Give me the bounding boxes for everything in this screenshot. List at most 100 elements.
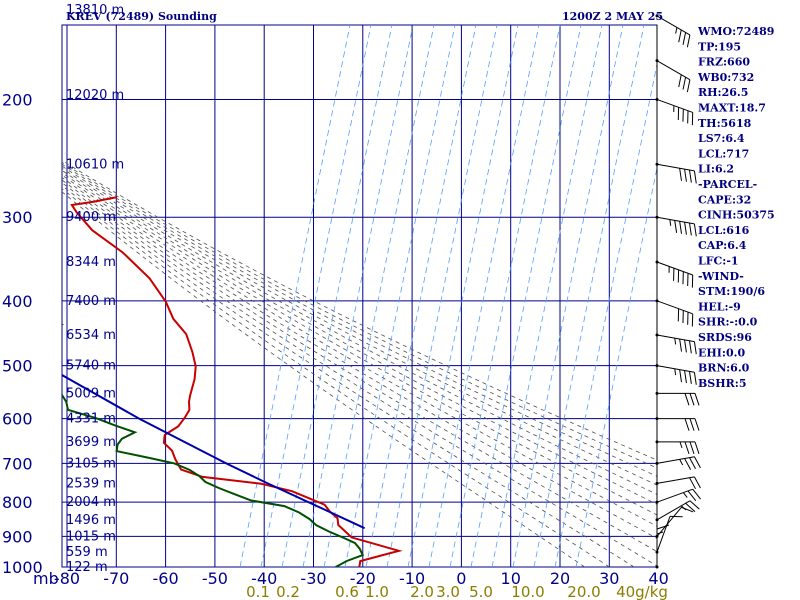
index-line: -WIND- [698,270,744,283]
pressure-tick-label: 400 [2,292,33,311]
wind-barb [655,500,700,522]
mixing-ratio-label: 2.0 [410,583,434,600]
plot-frame [61,24,658,568]
wind-barb [655,524,670,569]
temperature-tick-label: -30 [300,569,326,588]
moist-adiabat [62,169,657,505]
temperature-tick-label: -60 [153,569,179,588]
pressure-temperature-grid [61,24,658,568]
station-title: KREV (72489) Sounding [66,10,217,23]
index-line: LCL:616 [698,224,750,237]
mixing-ratio-line [260,25,372,567]
wind-barb [655,456,701,470]
mixing-ratio-label: 5.0 [469,583,493,600]
mixing-ratio-label: 20.0 [567,583,600,600]
wind-barb [655,97,694,126]
wind-barb [655,364,697,385]
height-label: 1496 m [66,513,116,528]
wind-barb [655,59,691,93]
mixing-ratio-label: 0.6 [335,583,359,600]
mixing-ratio-line [344,25,456,567]
height-label: 12020 m [66,88,124,103]
height-label: 1015 m [66,529,116,544]
height-label: 9400 m [66,210,116,225]
pressure-tick-label: 600 [2,410,33,429]
moist-adiabat [62,172,657,516]
index-line: HEL:-9 [698,300,741,313]
dewpoint-profile [62,323,365,567]
temperature-tick-label: -40 [251,569,277,588]
moist-adiabat [62,179,657,553]
height-label: 6534 m [66,328,116,343]
index-line: STM:190/6 [698,285,765,298]
index-line: TH:5618 [698,117,752,130]
wind-barb [655,476,701,490]
index-line: MAXT:18.7 [698,102,766,115]
index-line: LS7:6.4 [698,132,745,145]
moist-adiabat [62,191,585,567]
index-line: RH:26.5 [698,86,748,99]
moist-adiabat [62,165,657,486]
index-line: BSHR:5 [698,377,747,390]
temperature-tick-label: 10 [501,569,521,588]
mixing-ratio-line [491,25,603,567]
wind-barb [655,333,697,355]
mixing-ratio-lines [239,25,657,567]
mixing-ratio-line [407,25,519,567]
mixing-ratio-line [512,25,624,567]
index-line: CAP:6.4 [698,239,747,252]
index-line: CINH:50375 [698,209,775,222]
mixing-ratio-line [281,25,393,567]
wind-barb [655,14,691,48]
temperature-tick-label: 0 [456,569,466,588]
temperature-tick-label: -70 [103,569,129,588]
pressure-tick-label: 900 [2,527,33,546]
ylabel-mb: mb [33,569,59,588]
index-line: CAPE:32 [698,193,751,206]
index-line: LI:6.2 [698,163,734,176]
mixing-ratio-label: 10.0 [511,583,544,600]
mixing-ratio-label: 0.1 [246,583,270,600]
moist-adiabat [62,174,657,527]
index-line: BRN:6.0 [698,362,750,375]
pressure-tick-label: 700 [2,454,33,473]
height-label: 2004 m [66,495,116,510]
index-line: TP:195 [698,40,741,53]
mixing-ratio-line [533,25,645,567]
wind-barb [655,391,700,406]
temperature-tick-label: 20 [550,569,570,588]
mixing-ratio-line [323,25,435,567]
index-line: SRDS:96 [698,331,752,344]
wind-barb [655,506,694,538]
pressure-tick-label: 200 [2,90,33,109]
temperature-tick-label: -10 [399,569,425,588]
mixing-ratio-line [554,62,657,567]
wind-barb [655,488,701,504]
index-line: EHI:0.0 [698,346,745,359]
temperature-tick-label: -20 [350,569,376,588]
temperature-tick-label: -80 [54,569,80,588]
sounding-time: 1200Z 2 MAY 25 [562,10,663,23]
height-label: 8344 m [66,255,116,270]
wind-barb [655,260,694,288]
pressure-tick-label: 500 [2,357,33,376]
moist-adiabat [62,182,657,567]
wind-barb [655,299,694,327]
pressure-tick-label: 300 [2,208,33,227]
moist-adiabats [62,159,657,567]
mixing-ratio-line [365,25,477,567]
height-label: 3699 m [66,435,116,450]
temperature-tick-label: 40 [648,569,668,588]
index-line: LCL:717 [698,147,749,160]
indices-panel: WMO:72489 TP:195 FRZ:660 WB0:732 RH:26.5 MAXT… [697,25,775,390]
temperature-tick-label: -50 [202,569,228,588]
height-label: 559 m [66,545,108,560]
wind-barb [655,440,700,455]
index-line: WMO:72489 [697,25,774,38]
mixing-ratio-label: 0.2 [276,583,300,600]
axis-labels: 1002003004005006007008009001000-80-70-60… [2,3,669,600]
index-line: -PARCEL- [698,178,757,191]
index-line: FRZ:660 [698,56,750,69]
index-line: WB0:732 [697,71,754,84]
